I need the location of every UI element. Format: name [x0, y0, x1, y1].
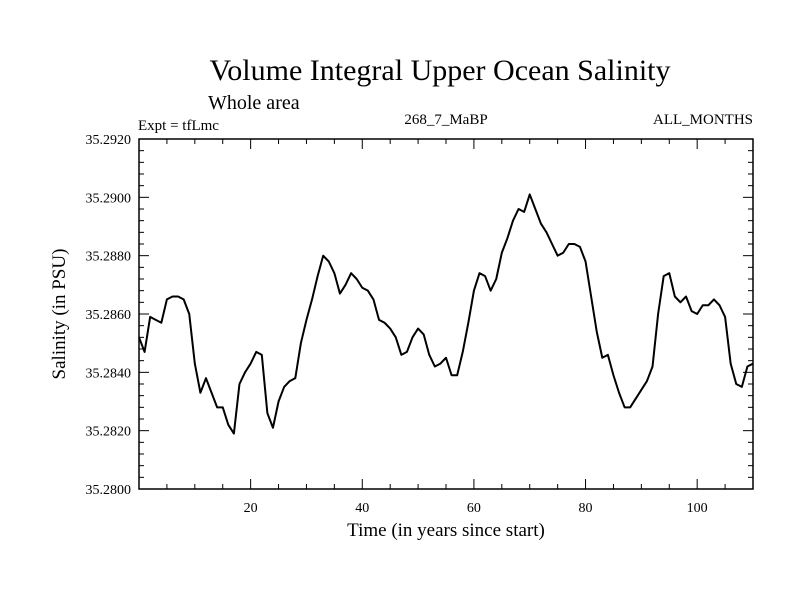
- x-tick-label: 40: [355, 501, 369, 516]
- y-tick-label: 35.2840: [86, 366, 132, 381]
- y-tick-label: 35.2800: [86, 483, 132, 498]
- expt-label: Expt = tfLmc: [138, 118, 219, 134]
- months-label: ALL_MONTHS: [653, 112, 753, 128]
- axis-tick-labels: 20 40 60 80 100 35.2800 35.2820 35.2840 35.2860 3…: [86, 133, 708, 516]
- run-label: 268_7_MaBP: [404, 112, 487, 128]
- y-tick-label: 35.2880: [86, 250, 132, 265]
- y-tick-label: 35.2900: [86, 191, 132, 206]
- x-tick-label: 60: [467, 501, 481, 516]
- chart-title: Volume Integral Upper Ocean Salinity: [210, 54, 671, 87]
- y-axis-label: Salinity (in PSU): [49, 249, 70, 380]
- x-tick-label: 80: [579, 501, 593, 516]
- y-tick-label: 35.2860: [86, 308, 132, 323]
- axis-ticks: [139, 138, 754, 490]
- x-axis-label: Time (in years since start): [347, 520, 545, 541]
- plot-frame: [138, 138, 754, 490]
- chart-subtitle: Whole area: [208, 92, 300, 114]
- x-tick-label: 20: [244, 501, 258, 516]
- x-tick-label: 100: [687, 501, 708, 516]
- y-tick-label: 35.2920: [86, 133, 132, 148]
- y-tick-label: 35.2820: [86, 425, 132, 440]
- salinity-series-line: [138, 193, 754, 435]
